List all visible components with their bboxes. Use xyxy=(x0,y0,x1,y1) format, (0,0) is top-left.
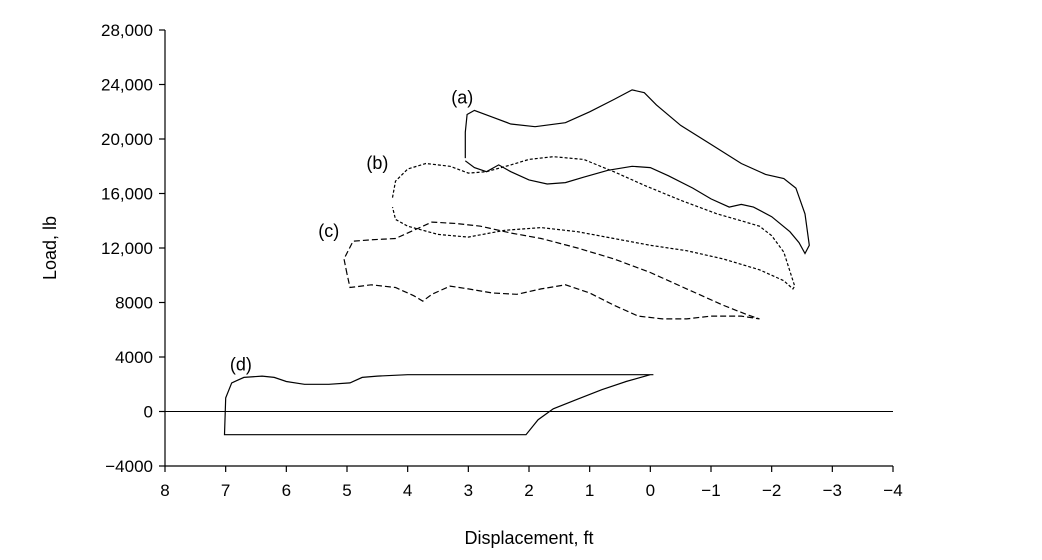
y-tick-label: 0 xyxy=(144,403,153,422)
x-tick-label: −3 xyxy=(823,481,842,500)
curve-label-b: (b) xyxy=(366,153,388,173)
curve-group xyxy=(223,89,810,436)
curve-d xyxy=(223,374,654,436)
y-tick-label: 8000 xyxy=(115,294,153,313)
curve-c xyxy=(343,221,760,320)
y-tick-label: 28,000 xyxy=(101,21,153,40)
x-tick-label: 5 xyxy=(342,481,351,500)
x-tick-label: 6 xyxy=(282,481,291,500)
x-tick-label: 2 xyxy=(524,481,533,500)
x-axis-title: Displacement, ft xyxy=(464,528,593,548)
x-tick-label: −1 xyxy=(701,481,720,500)
curve-label-group: (a) (b) (c) (d) xyxy=(230,88,473,375)
x-tick-label: −4 xyxy=(883,481,902,500)
x-tick-label: 4 xyxy=(403,481,412,500)
x-tick-label: 8 xyxy=(160,481,169,500)
y-tick-label: 24,000 xyxy=(101,76,153,95)
y-tick-label: 12,000 xyxy=(101,239,153,258)
x-tick-label: 1 xyxy=(585,481,594,500)
y-axis-title: Load, lb xyxy=(40,216,60,280)
x-axis-ticks: 8 7 6 5 4 3 2 1 0 −1 −2 −3 −4 xyxy=(160,466,903,500)
x-tick-label: 3 xyxy=(464,481,473,500)
y-tick-label: 4000 xyxy=(115,348,153,367)
x-tick-label: 0 xyxy=(646,481,655,500)
y-tick-label: 20,000 xyxy=(101,130,153,149)
curve-label-c: (c) xyxy=(318,221,339,241)
x-tick-label: −2 xyxy=(762,481,781,500)
curve-label-a: (a) xyxy=(451,88,473,108)
curve-b xyxy=(391,156,796,290)
curve-a xyxy=(464,89,810,255)
curve-label-d: (d) xyxy=(230,355,252,375)
y-tick-label: 16,000 xyxy=(101,185,153,204)
y-axis-ticks: −4000 0 4000 8000 12,000 16,000 20,000 24,000 28… xyxy=(101,21,165,476)
y-tick-label: −4000 xyxy=(105,457,153,476)
x-tick-label: 7 xyxy=(221,481,230,500)
